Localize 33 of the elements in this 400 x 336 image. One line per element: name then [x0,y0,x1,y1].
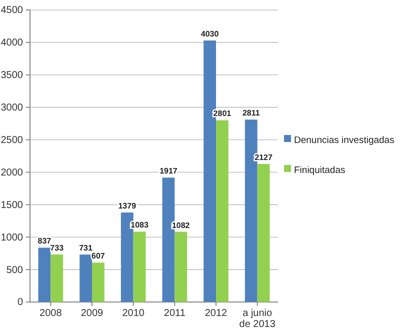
data-label: 4030 [200,30,220,38]
bar [50,254,64,302]
data-label: 731 [79,244,94,253]
x-tick-label: 2012 [204,308,228,320]
legend-label: Denuncias investigadas [294,134,395,146]
data-label: 2811 [242,108,260,118]
x-tick-label: a junio de 2013 [239,308,276,330]
y-tick-label: 4500 [0,5,24,16]
y-tick-label: 2000 [0,167,24,178]
data-label: 837 [38,236,52,246]
y-tick-label: 1500 [0,200,24,211]
data-label: 1379 [118,202,137,211]
legend-label: Finiquitadas [294,164,346,176]
y-tick-label: 2500 [0,134,24,146]
data-label: 1917 [160,166,178,176]
y-tick-label: 3000 [0,102,24,114]
x-tick-label: 2008 [40,308,62,320]
y-tick-label: 500 [6,264,24,276]
x-tick-label: 2010 [122,308,145,320]
bar [92,262,104,302]
x-tick-label: 2011 [164,308,186,320]
bar [80,254,92,302]
bar [174,232,188,302]
y-tick-label: 0 [17,297,24,308]
x-tick-label: 2009 [80,308,104,320]
bar [38,248,51,302]
bar [133,232,146,302]
bar [257,164,270,302]
data-label: 733 [50,243,64,252]
bar [216,120,228,302]
y-tick-label: 3500 [0,70,24,82]
y-tick-label: 1000 [0,232,24,244]
y-tick-label: 4000 [0,38,24,49]
